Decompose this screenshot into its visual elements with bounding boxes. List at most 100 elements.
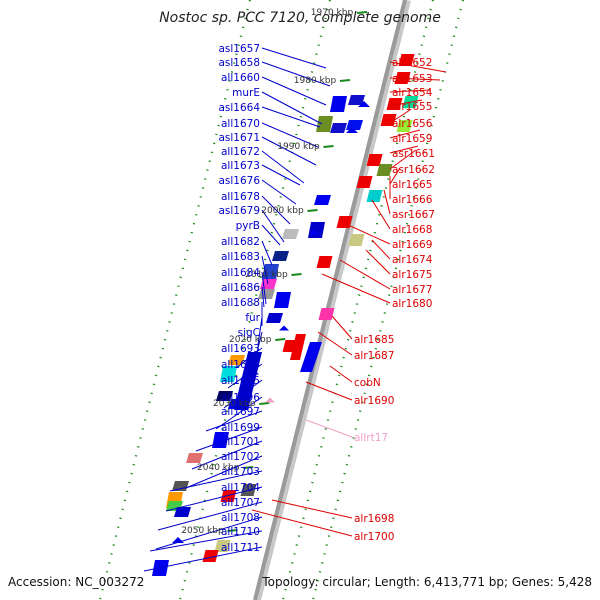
leader-line-right	[383, 189, 391, 215]
genome-summary-text: Topology: circular; Length: 6,413,771 bp…	[261, 575, 592, 589]
leader-line-right	[389, 77, 441, 81]
leader-line-left	[205, 410, 263, 432]
gene-block	[172, 481, 189, 491]
leader-line-right	[305, 381, 353, 401]
kbp-tick-label: 2000 kbp	[261, 206, 304, 216]
leader-line-left	[261, 47, 327, 69]
gene-label-right: alr1665	[392, 179, 432, 191]
gene-block	[346, 120, 363, 130]
gene-label-right: alr1666	[392, 194, 433, 206]
gene-label-right: asr1661	[392, 148, 435, 160]
gene-label-left: all1672	[221, 146, 260, 158]
kbp-tick-mark	[339, 79, 351, 82]
gene-block	[318, 308, 335, 320]
gene-arrow	[358, 101, 370, 107]
leader-line-right	[365, 249, 391, 275]
gene-block	[228, 355, 245, 365]
gene-label-left: all1686	[221, 282, 260, 294]
gene-block	[386, 98, 403, 110]
gene-labels: 1970 kbp 1980 kbp 1990 kbp 2000 kbp 2010 kbp…	[181, 8, 435, 554]
gene-block	[330, 123, 347, 133]
gene-label-left: all1711	[221, 542, 260, 554]
kbp-tick-label: 2050 kbp	[181, 526, 224, 536]
gene-block	[202, 550, 219, 562]
gene-label-left: all1710	[221, 526, 260, 538]
kbp-tick-mark	[275, 338, 286, 341]
gene-label-left: all1678	[221, 191, 260, 203]
leader-line-right	[371, 239, 391, 260]
kbp-tick-mark	[243, 466, 254, 469]
gene-block	[308, 222, 325, 238]
gene-label-left: all1693	[221, 343, 260, 355]
leader-line-left	[261, 271, 267, 305]
gene-label-left: all1682	[221, 236, 260, 248]
gene-label-left: pyrB	[236, 220, 260, 232]
gene-label-right: alr1698	[354, 513, 394, 525]
gene-label-right: cobN	[354, 377, 381, 389]
leader-line-right	[251, 509, 353, 537]
gene-label-right: alr1655	[392, 101, 432, 113]
gene-block	[398, 54, 415, 66]
gene-block	[258, 289, 275, 299]
kbp-tick-label: 2020 kbp	[229, 335, 272, 345]
gene-label-right: alr1659	[392, 133, 432, 145]
gene-arrow	[346, 127, 358, 133]
leader-line-left	[185, 455, 263, 489]
gene-block	[348, 234, 365, 246]
gene-label-right: alr1685	[354, 334, 394, 346]
gene-block	[366, 154, 383, 166]
gene-label-left: all1699	[221, 422, 260, 434]
kbp-tick-mark	[307, 209, 318, 212]
leader-line-left	[261, 61, 331, 87]
gene-label-left: fur	[245, 312, 260, 324]
genome-backbone	[253, 0, 407, 600]
leader-line-left	[253, 331, 263, 365]
gene-label-left: all1708	[221, 512, 260, 524]
gene-label-left: asl1671	[218, 132, 260, 144]
gene-label-right: asr1667	[392, 209, 435, 221]
gene-block	[272, 251, 289, 261]
gene-label-left: all1701	[221, 436, 260, 448]
gene-block	[330, 96, 347, 112]
gene-label-left: all1688	[221, 297, 260, 309]
kbp-tick-label: 2040 kbp	[197, 463, 240, 473]
tick-row	[281, 0, 435, 600]
rna-label: allrt17	[354, 432, 388, 444]
leader-line-right	[389, 61, 447, 73]
gene-label-left: asl1676	[218, 175, 260, 187]
gene-block	[266, 313, 283, 323]
leader-line-left	[235, 347, 263, 369]
gene-block	[220, 366, 237, 382]
leader-line-left	[195, 426, 263, 452]
tick-row	[178, 0, 332, 600]
gene-label-left: all1697	[221, 406, 260, 418]
gene-block	[376, 164, 393, 176]
tick-row	[311, 0, 465, 600]
rna-arrow	[265, 397, 275, 403]
gene-arrow	[279, 325, 289, 331]
gene-label-left: all1684	[221, 267, 260, 279]
leader-line-right	[345, 223, 391, 245]
leader-line-right	[305, 419, 353, 438]
gene-block	[174, 507, 191, 517]
leader-line-left	[257, 316, 263, 346]
gene-label-left: all1695	[221, 375, 260, 387]
leader-line-right	[317, 331, 353, 356]
gene-label-right: asr1662	[392, 164, 435, 176]
gene-block	[316, 256, 333, 268]
leader-line-left	[143, 546, 263, 572]
gene-block	[274, 292, 291, 308]
gene-block-large	[300, 342, 322, 372]
gene-label-right: alr1674	[392, 254, 433, 266]
leader-line-left	[261, 136, 317, 166]
gene-label-right: alr1690	[354, 395, 394, 407]
leader-line-left	[261, 164, 301, 186]
gene-label-left: all1673	[221, 160, 260, 172]
gene-label-left: all1670	[221, 118, 260, 130]
gene-block	[380, 114, 397, 126]
leader-line-left	[261, 179, 297, 205]
leader-line-right	[389, 167, 401, 185]
leader-line-left	[165, 486, 263, 512]
